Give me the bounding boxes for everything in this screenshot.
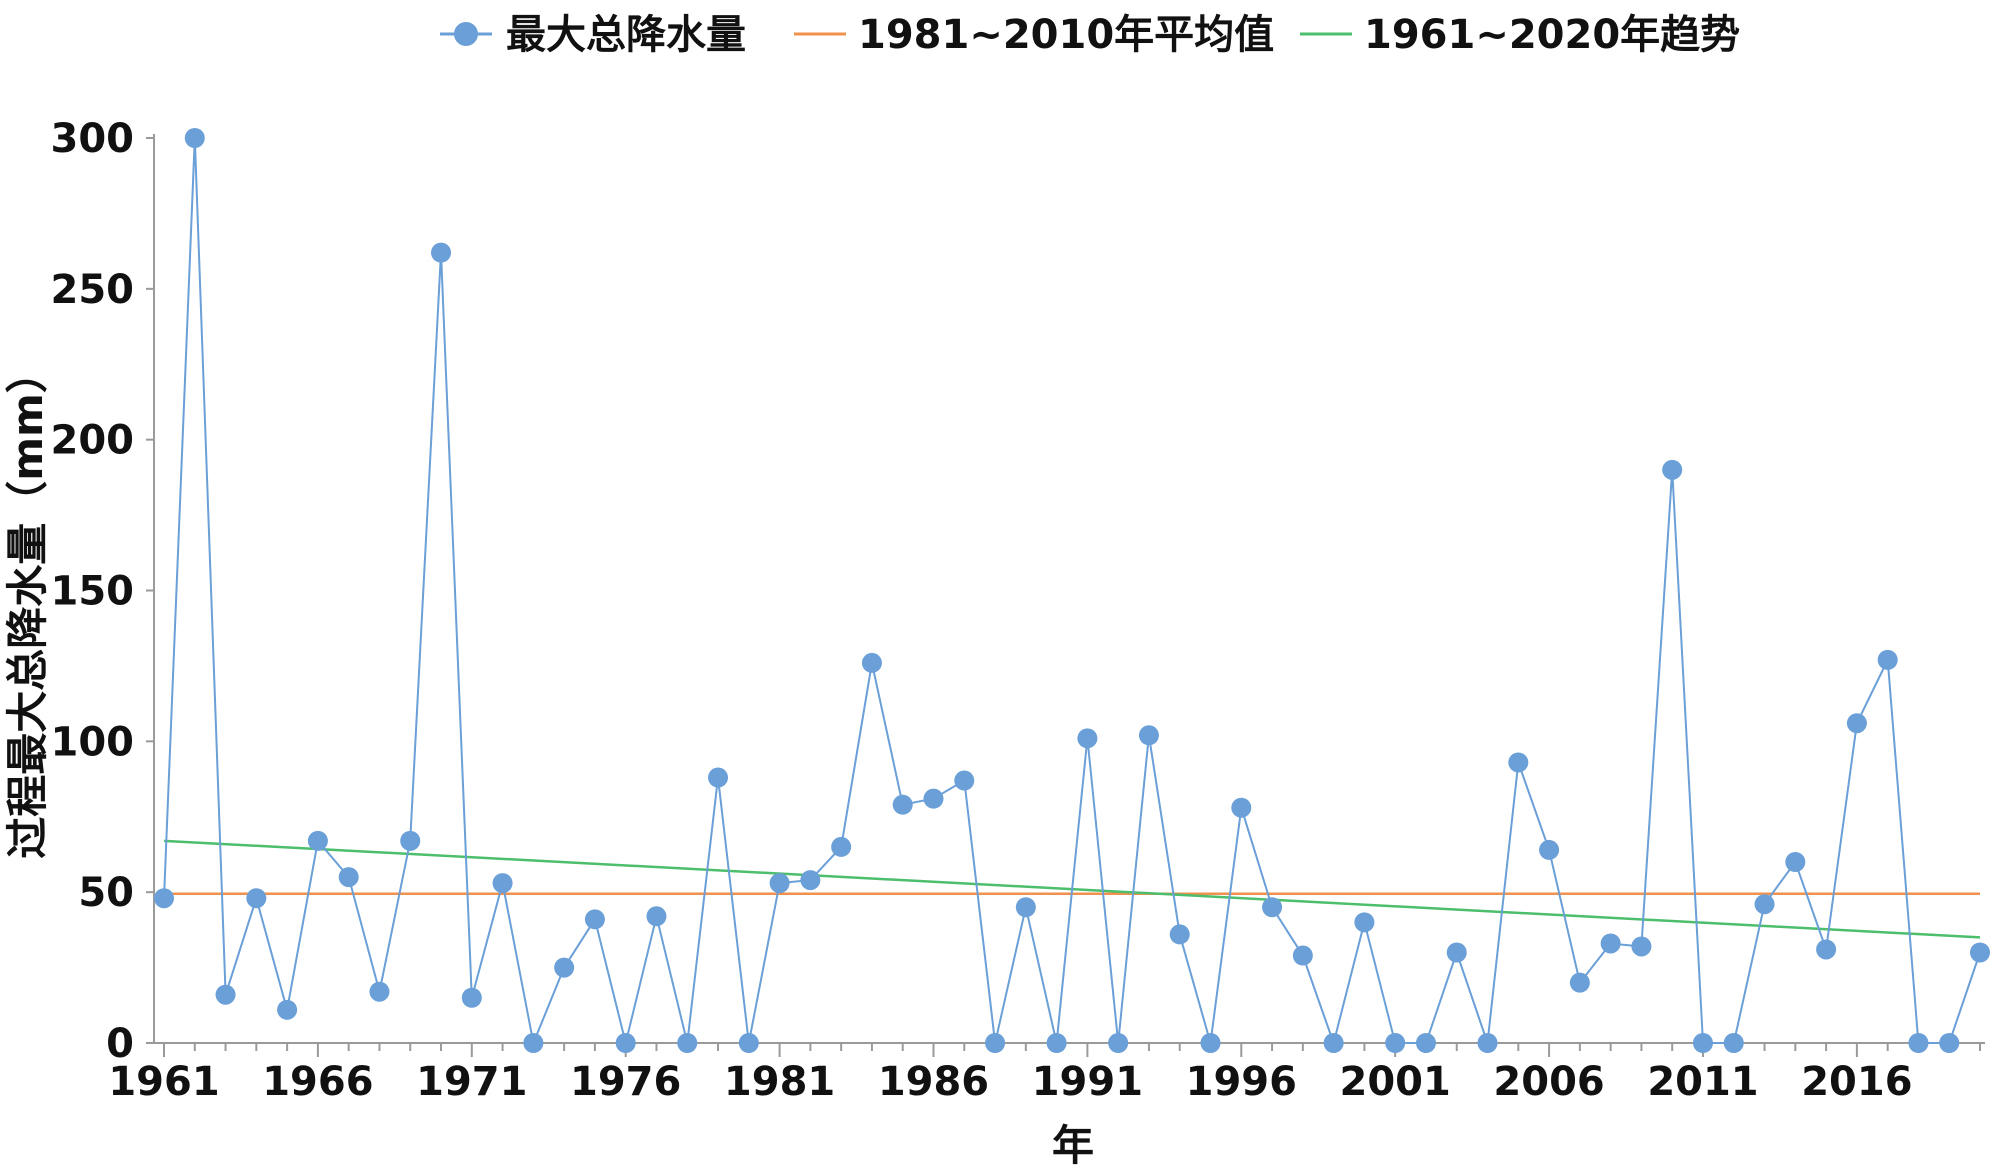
data-point	[738, 1033, 759, 1053]
data-point	[1754, 894, 1775, 915]
data-point	[615, 1033, 636, 1053]
data-point	[1138, 725, 1159, 746]
x-tick-label: 2001	[1340, 1059, 1451, 1105]
data-point	[184, 128, 205, 148]
legend: 最大总降水量 1981~2010年平均值 1961~2020年趋势	[440, 12, 1740, 58]
x-tick-label: 2006	[1493, 1059, 1604, 1105]
x-tick-label: 2011	[1647, 1059, 1758, 1105]
data-point	[1292, 945, 1313, 966]
data-point	[861, 652, 882, 673]
y-tick-label: 300	[51, 116, 135, 162]
y-tick-label: 250	[51, 267, 135, 313]
data-point	[554, 957, 575, 978]
x-axis-ticks: 1961 1966 1971 1976 1981 1986 1991 1996 2001 2006…	[108, 1043, 1981, 1105]
data-point	[1200, 1033, 1221, 1053]
data-point	[215, 984, 236, 1005]
data-point	[1539, 839, 1560, 860]
data-point	[369, 981, 390, 1002]
y-axis-ticks: 0 50 100 150 200 250 300	[51, 116, 154, 1067]
data-point	[1415, 1033, 1436, 1053]
legend-marker	[454, 22, 478, 46]
x-tick-label: 1981	[724, 1059, 835, 1105]
data-point	[1785, 852, 1806, 872]
data-point	[277, 999, 298, 1020]
y-tick-label: 0	[106, 1021, 134, 1067]
data-point	[584, 909, 605, 930]
data-point	[1046, 1033, 1067, 1053]
data-point	[1385, 1033, 1406, 1053]
x-tick-label: 1966	[262, 1059, 373, 1105]
x-tick-label: 1991	[1032, 1059, 1143, 1105]
legend-label: 1961~2020年趋势	[1364, 12, 1740, 58]
series-layer	[154, 128, 1990, 1053]
data-point	[1077, 728, 1098, 749]
data-point	[431, 242, 452, 263]
data-point	[1600, 933, 1621, 954]
data-point	[985, 1033, 1006, 1053]
x-tick-label: 1971	[416, 1059, 527, 1105]
y-tick-label: 200	[51, 418, 135, 464]
legend-label: 最大总降水量	[506, 12, 746, 58]
x-tick-label: 1976	[570, 1059, 681, 1105]
data-point	[1354, 912, 1375, 933]
data-point	[1692, 1033, 1713, 1053]
data-point	[307, 830, 328, 851]
x-tick-label: 1986	[878, 1059, 989, 1105]
data-point	[1508, 752, 1529, 773]
data-point	[677, 1033, 698, 1053]
data-point	[1816, 939, 1837, 960]
data-point	[1569, 972, 1590, 993]
data-point	[923, 788, 944, 809]
data-point	[646, 906, 667, 927]
data-point	[1939, 1033, 1960, 1053]
data-point	[1908, 1033, 1929, 1053]
data-point	[1723, 1033, 1744, 1053]
data-point	[338, 867, 359, 888]
series-0-line	[163, 137, 1981, 1047]
data-point	[1846, 713, 1867, 734]
data-point	[1323, 1033, 1344, 1053]
data-point	[154, 888, 174, 909]
data-point	[1262, 897, 1283, 918]
data-point	[708, 767, 729, 788]
data-point	[1631, 936, 1652, 957]
x-tick-label: 2016	[1801, 1059, 1912, 1105]
data-point	[400, 830, 421, 851]
data-point	[769, 873, 790, 894]
data-point	[831, 836, 852, 857]
data-point	[1446, 942, 1467, 963]
data-point	[1877, 649, 1898, 670]
data-point	[1169, 924, 1190, 945]
data-point	[523, 1033, 544, 1053]
data-point	[1477, 1033, 1498, 1053]
data-point	[492, 873, 513, 894]
data-point	[1662, 459, 1683, 480]
y-tick-label: 150	[51, 569, 135, 615]
x-axis-title: 年	[1052, 1121, 1094, 1170]
data-point	[1108, 1033, 1129, 1053]
data-point	[1231, 797, 1252, 818]
data-point	[800, 870, 821, 891]
y-tick-label: 50	[78, 870, 134, 916]
legend-label: 1981~2010年平均值	[858, 12, 1274, 58]
data-point	[1970, 942, 1990, 963]
x-tick-label: 1996	[1186, 1059, 1297, 1105]
data-point	[246, 888, 267, 909]
y-axis-title: 过程最大总降水量（mm）	[3, 351, 52, 859]
data-point	[954, 770, 975, 791]
data-point	[461, 987, 482, 1008]
data-point	[1015, 897, 1036, 918]
y-tick-label: 100	[51, 719, 135, 765]
data-point	[892, 794, 913, 815]
x-tick-label: 1961	[108, 1059, 219, 1105]
